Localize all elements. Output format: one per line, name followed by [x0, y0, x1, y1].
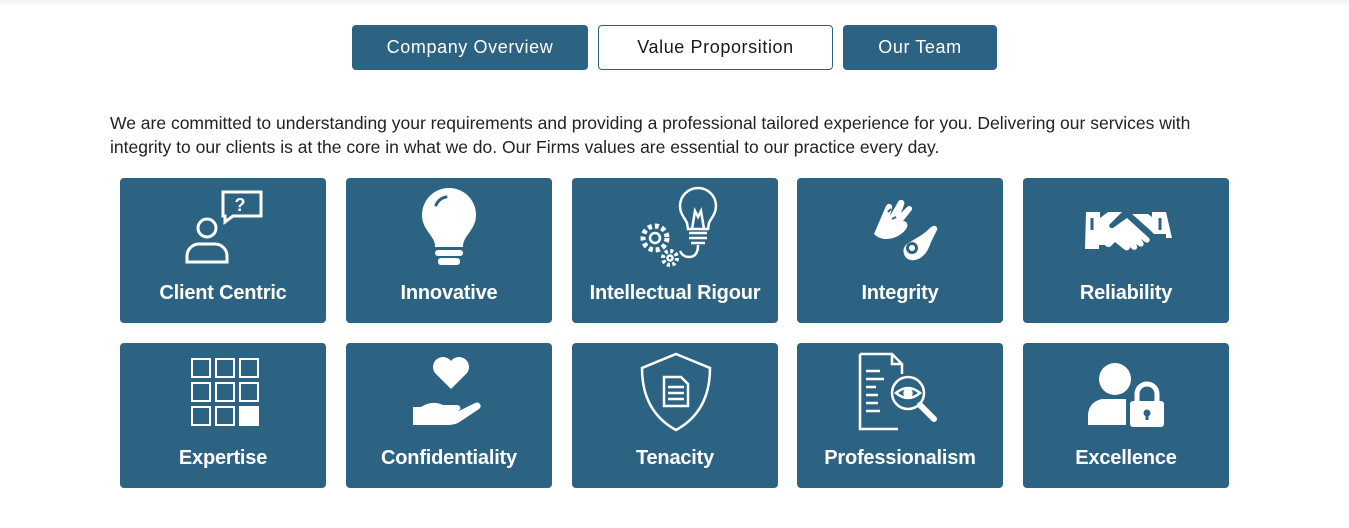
value-label: Professionalism: [824, 447, 976, 469]
value-card-reliability: Reliability: [1023, 178, 1229, 323]
heart-hand-icon: [399, 351, 499, 433]
value-label: Tenacity: [635, 447, 715, 469]
value-label: Reliability: [1079, 282, 1173, 304]
user-lock-icon: [1076, 351, 1176, 433]
value-label: Innovative: [400, 282, 498, 304]
person-question-icon: ?: [173, 186, 273, 268]
value-label: Integrity: [861, 282, 939, 304]
grid-squares-icon: [173, 351, 273, 433]
header-shadow: [0, 0, 1349, 6]
value-label: Expertise: [178, 447, 268, 469]
value-card-expertise: Expertise: [120, 343, 326, 488]
document-magnifier-icon: [850, 351, 950, 433]
value-card-professionalism: Professionalism: [797, 343, 1003, 488]
tab-our-team[interactable]: Our Team: [843, 25, 997, 70]
value-label: Confidentiality: [381, 447, 517, 469]
value-card-intellectual-rigour: Intellectual Rigour: [572, 178, 778, 323]
value-label: Excellence: [1075, 447, 1177, 469]
value-card-integrity: Integrity: [797, 178, 1003, 323]
tab-company-overview[interactable]: Company Overview: [352, 25, 588, 70]
shield-document-icon: [625, 351, 725, 433]
value-label: Client Centric: [159, 282, 287, 304]
value-card-excellence: Excellence: [1023, 343, 1229, 488]
value-card-confidentiality: Confidentiality: [346, 343, 552, 488]
value-card-client-centric: ? Client Centric: [120, 178, 326, 323]
handshake-icon: [1076, 186, 1176, 268]
lightbulb-icon: [399, 186, 499, 268]
tab-value-proposition[interactable]: Value Proporsition: [598, 25, 833, 70]
tab-bar: Company Overview Value Proporsition Our …: [0, 25, 1349, 70]
svg-text:?: ?: [235, 195, 246, 215]
sign-language-hands-icon: [850, 186, 950, 268]
intro-text: We are committed to understanding your r…: [110, 113, 1191, 157]
gears-lightbulb-icon: [625, 186, 725, 268]
value-card-innovative: Innovative: [346, 178, 552, 323]
value-card-tenacity: Tenacity: [572, 343, 778, 488]
value-label: Intellectual Rigour: [589, 282, 761, 304]
